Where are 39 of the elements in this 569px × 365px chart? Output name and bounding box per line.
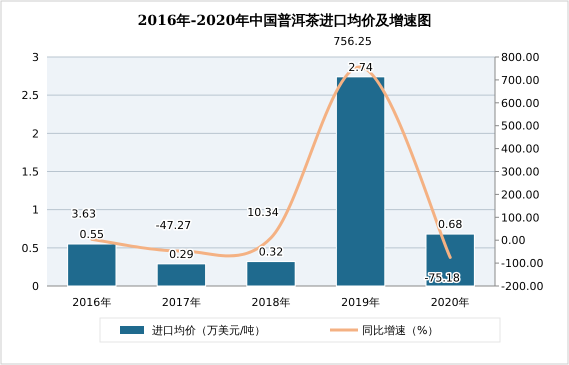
y-tick-label: 2 [32, 127, 39, 140]
bar [156, 263, 206, 286]
bar [336, 76, 386, 286]
y2-tick-label: 100.00 [501, 211, 540, 224]
y2-tick-label: -100.00 [501, 257, 544, 270]
bar [67, 244, 116, 286]
y2-tick-label: -200.00 [501, 280, 544, 293]
y2-tick-label: 700.00 [501, 74, 540, 87]
bar [246, 261, 296, 286]
y2-tick-label: 0.00 [501, 234, 526, 248]
data-label: 2.74 [348, 60, 373, 74]
y-tick-label: 1.5 [22, 166, 39, 178]
data-label: 756.25 [333, 35, 372, 48]
x-tick-label: 2017年 [162, 296, 201, 309]
y-tick-label: 3 [32, 51, 39, 64]
data-label: 0.32 [258, 246, 284, 259]
y-tick-label: 0.5 [22, 242, 39, 255]
y2-tick-label: 500.00 [501, 120, 540, 133]
legend-label: 同比增速（%） [362, 324, 438, 337]
data-label: 3.63 [72, 207, 96, 220]
legend-label: 进口均价（万美元/吨） [152, 324, 266, 337]
y2-tick-label: 400.00 [501, 142, 540, 156]
chart-title: 2016年-2020年中国普洱茶进口均价及增速图 [138, 12, 432, 29]
x-tick-label: 2020年 [430, 296, 470, 309]
x-tick-label: 2016年 [72, 296, 112, 309]
y2-tick-label: 800.00 [501, 51, 540, 64]
data-label: 10.34 [247, 206, 279, 219]
y-tick-label: 1 [32, 204, 39, 217]
y2-tick-label: 600.00 [501, 96, 540, 110]
y2-tick-label: 300.00 [501, 166, 540, 178]
data-label: 0.29 [169, 248, 194, 261]
x-tick-label: 2018年 [252, 296, 290, 309]
y-tick-label: 2.5 [22, 89, 39, 102]
data-label: 0.55 [80, 228, 104, 242]
y2-tick-label: 200.00 [501, 188, 540, 202]
data-label: -47.27 [156, 219, 192, 232]
y-tick-label: 0 [32, 280, 39, 293]
data-label: 0.68 [438, 218, 462, 232]
x-tick-label: 2019年 [341, 296, 380, 309]
